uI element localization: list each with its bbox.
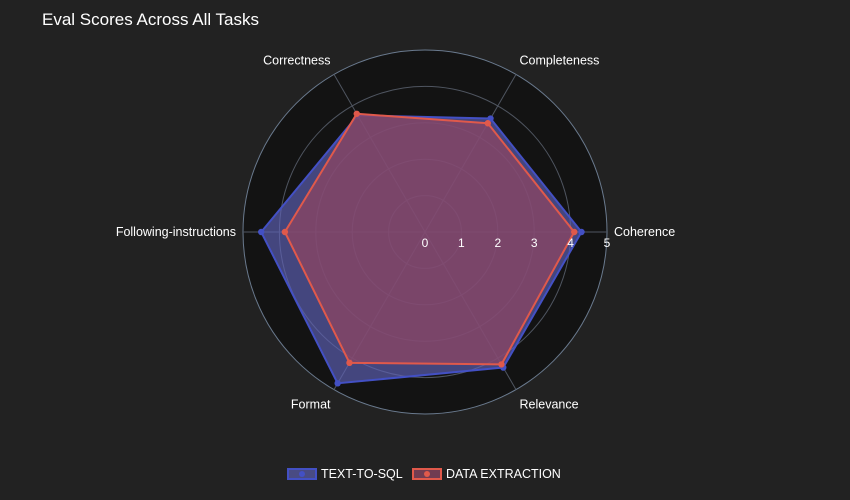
legend-item-text-to-sql[interactable]: TEXT-TO-SQL: [287, 467, 403, 481]
radial-tick-2: 2: [494, 236, 501, 250]
data-point-data-extraction-completeness[interactable]: [484, 120, 491, 127]
axis-label-coherence: Coherence: [614, 225, 675, 239]
axis-label-completeness: Completeness: [520, 53, 600, 67]
legend-label-data-extraction: DATA EXTRACTION: [446, 467, 561, 481]
data-point-data-extraction-coherence[interactable]: [571, 228, 578, 236]
radial-tick-0: 0: [422, 236, 429, 250]
axis-label-following-instructions: Following-instructions: [116, 225, 236, 239]
legend-marker-text-to-sql: [299, 471, 305, 477]
data-point-data-extraction-format[interactable]: [346, 359, 353, 367]
series-layer: [258, 110, 585, 387]
axis-label-correctness: Correctness: [263, 53, 330, 67]
data-point-data-extraction-following-instructions[interactable]: [281, 228, 289, 236]
data-point-data-extraction-relevance[interactable]: [498, 361, 505, 368]
axis-labels: Coherence Completeness Correctness Followin…: [116, 53, 675, 411]
radial-ticks: 0 1 2 3 4 5: [422, 236, 611, 250]
radial-tick-3: 3: [531, 236, 538, 250]
radial-tick-4: 4: [567, 236, 574, 250]
data-point-text-to-sql-coherence[interactable]: [578, 228, 585, 236]
data-point-data-extraction-correctness[interactable]: [353, 110, 360, 117]
data-point-text-to-sql-format[interactable]: [334, 380, 341, 387]
legend-label-text-to-sql: TEXT-TO-SQL: [321, 467, 403, 481]
axis-label-format: Format: [291, 398, 331, 412]
legend-item-data-extraction[interactable]: DATA EXTRACTION: [412, 467, 561, 481]
radial-tick-1: 1: [458, 236, 465, 250]
data-point-text-to-sql-completeness[interactable]: [487, 115, 494, 122]
legend-marker-data-extraction: [424, 471, 430, 477]
legend: TEXT-TO-SQL DATA EXTRACTION: [287, 467, 561, 481]
axis-label-relevance: Relevance: [520, 398, 579, 412]
chart-title: Eval Scores Across All Tasks: [42, 10, 259, 29]
data-point-text-to-sql-following-instructions[interactable]: [258, 228, 265, 236]
radial-tick-5: 5: [604, 236, 611, 250]
